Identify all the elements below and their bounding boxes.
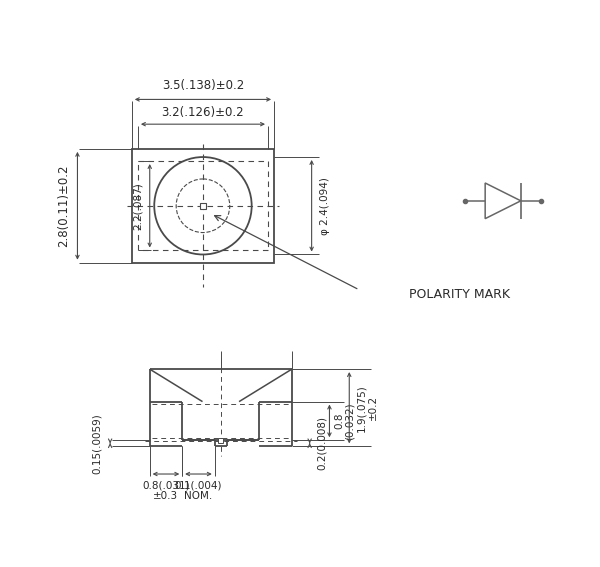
Text: 2.8(0.11)±0.2: 2.8(0.11)±0.2 bbox=[57, 164, 70, 247]
Text: 2.2(.087): 2.2(.087) bbox=[133, 182, 143, 230]
Text: 1.9(.075): 1.9(.075) bbox=[356, 384, 366, 431]
Text: POLARITY MARK: POLARITY MARK bbox=[409, 289, 510, 302]
Bar bbox=[218, 438, 223, 443]
Text: ±0.2: ±0.2 bbox=[368, 395, 378, 420]
Text: NOM.: NOM. bbox=[184, 491, 212, 501]
Bar bbox=[132, 149, 274, 263]
Text: 0.8(.031): 0.8(.031) bbox=[142, 481, 190, 491]
Text: 0.2(0.008): 0.2(0.008) bbox=[317, 416, 326, 470]
Text: ±0.3: ±0.3 bbox=[154, 491, 179, 501]
Text: 3.2(.126)±0.2: 3.2(.126)±0.2 bbox=[161, 106, 244, 119]
Text: 0.15(.0059): 0.15(.0059) bbox=[92, 413, 102, 473]
Bar bbox=[200, 203, 206, 209]
Text: 0.8: 0.8 bbox=[334, 413, 344, 429]
Text: 3.5(.138)±0.2: 3.5(.138)±0.2 bbox=[162, 79, 244, 92]
Text: (0.032): (0.032) bbox=[344, 402, 354, 440]
Text: 0.1(.004): 0.1(.004) bbox=[175, 481, 222, 491]
Text: φ 2.4(.094): φ 2.4(.094) bbox=[320, 177, 331, 235]
